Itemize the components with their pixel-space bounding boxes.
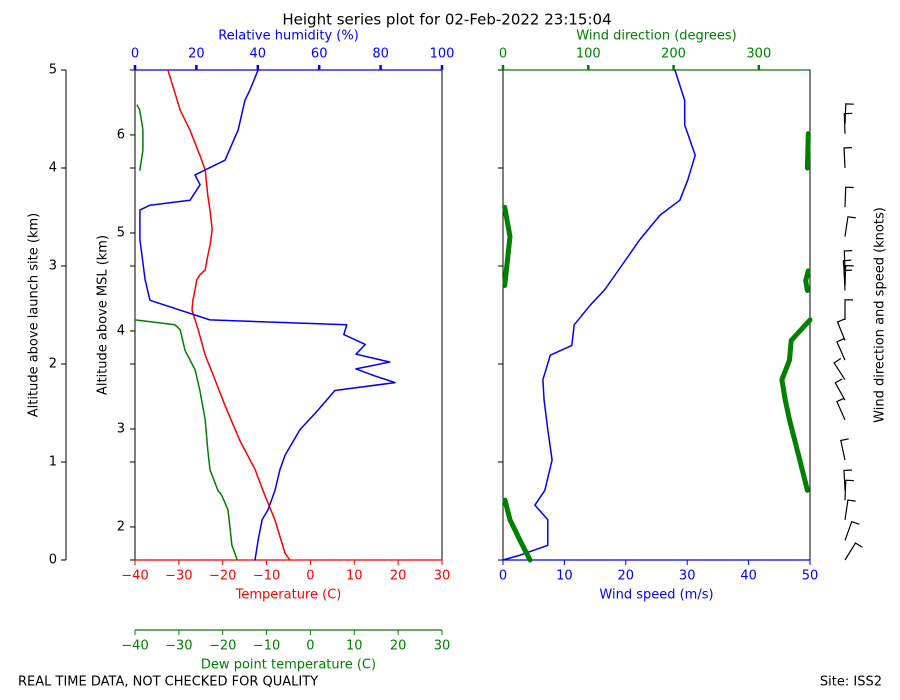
x-tick-label: 30 [434, 639, 451, 654]
x-tick-label: 80 [372, 47, 389, 62]
wind-barb [840, 438, 849, 461]
plot-frame [134, 69, 443, 561]
x-tick-label: 20 [390, 639, 407, 654]
x-axis-label: Wind direction (degrees) [576, 29, 736, 44]
x-tick-label: 300 [746, 47, 771, 62]
y-tick-label: 1 [49, 455, 57, 470]
x-tick-label: 10 [556, 569, 573, 584]
wind-barb [842, 259, 852, 281]
wind-barb [836, 397, 846, 421]
wind-barb [844, 479, 854, 501]
x-tick-label: −30 [165, 569, 192, 584]
data-line [134, 104, 238, 561]
wind-barb [844, 186, 854, 208]
x-tick-label: 0 [499, 569, 507, 584]
x-axis-label: Relative humidity (%) [218, 29, 359, 44]
x-tick-label: 100 [576, 47, 601, 62]
x-tick-label: 40 [250, 47, 267, 62]
wind-barb [844, 299, 853, 320]
x-tick-label: 0 [131, 47, 139, 62]
x-tick-label: 20 [390, 569, 407, 584]
y2-tick-label: 2 [117, 519, 125, 534]
y2-tick-label: 6 [117, 127, 125, 142]
barb-axis-label: Wind direction and speed (knots) [873, 207, 888, 423]
chart-title: Height series plot for 02-Feb-2022 23:15… [282, 11, 611, 29]
wind-barb [844, 542, 863, 561]
x-tick-label: 30 [679, 569, 696, 584]
wind-barb [843, 250, 853, 271]
y2-axis-label: Altitude above MSL (km) [96, 235, 111, 395]
wind-barb [843, 469, 852, 491]
wind-barb [836, 338, 846, 361]
data-line [139, 69, 396, 561]
y2-tick-label: 3 [117, 421, 125, 436]
wind-barb [843, 112, 853, 134]
x-axis-label: Temperature (C) [235, 588, 342, 603]
x-tick-label: 20 [188, 47, 205, 62]
wind-barb [843, 147, 852, 169]
plot-frame [502, 69, 811, 561]
y-tick-label: 5 [49, 63, 57, 78]
y2-tick-label: 5 [117, 225, 125, 240]
x-tick-label: 30 [434, 569, 451, 584]
x-tick-label: 50 [802, 569, 819, 584]
x-tick-label: 20 [618, 569, 635, 584]
x-tick-label: −20 [209, 639, 236, 654]
wind-barb [834, 378, 846, 401]
x-tick-label: 100 [430, 47, 455, 62]
data-line [167, 69, 291, 561]
x-tick-label: −30 [165, 639, 192, 654]
site-label: Site: ISS2 [820, 675, 882, 690]
wind-barb [836, 318, 846, 341]
y-tick-label: 2 [49, 357, 57, 372]
wind-barb [844, 103, 854, 124]
wind-barb [833, 357, 846, 381]
x-tick-label: 60 [311, 47, 328, 62]
y2-tick-label: 4 [117, 323, 125, 338]
y-tick-label: 3 [49, 259, 57, 274]
wind-barb [844, 499, 856, 520]
x-tick-label: 200 [661, 47, 686, 62]
data-line [502, 69, 696, 561]
x-tick-label: −10 [253, 569, 280, 584]
x-tick-label: −20 [209, 569, 236, 584]
x-tick-label: 0 [306, 569, 314, 584]
y-axis-label: Altitude above launch site (km) [27, 213, 42, 417]
wind-barb [844, 520, 860, 541]
x-tick-label: 0 [499, 47, 507, 62]
y-tick-label: 4 [49, 161, 57, 176]
wind-barb [844, 216, 856, 237]
x-tick-label: −40 [121, 569, 148, 584]
x-tick-label: −10 [253, 639, 280, 654]
x-tick-label: 0 [306, 639, 314, 654]
y-tick-label: 0 [49, 553, 57, 568]
wind-barb [844, 264, 854, 286]
x-tick-label: 10 [346, 639, 363, 654]
x-axis-label: Wind speed (m/s) [599, 588, 713, 603]
x-tick-label: 10 [346, 569, 363, 584]
x-axis-label: Dew point temperature (C) [201, 658, 376, 673]
x-tick-label: −40 [121, 639, 148, 654]
x-tick-label: 40 [740, 569, 757, 584]
data-line [502, 131, 813, 563]
footer-note: REAL TIME DATA, NOT CHECKED FOR QUALITY [18, 675, 318, 690]
